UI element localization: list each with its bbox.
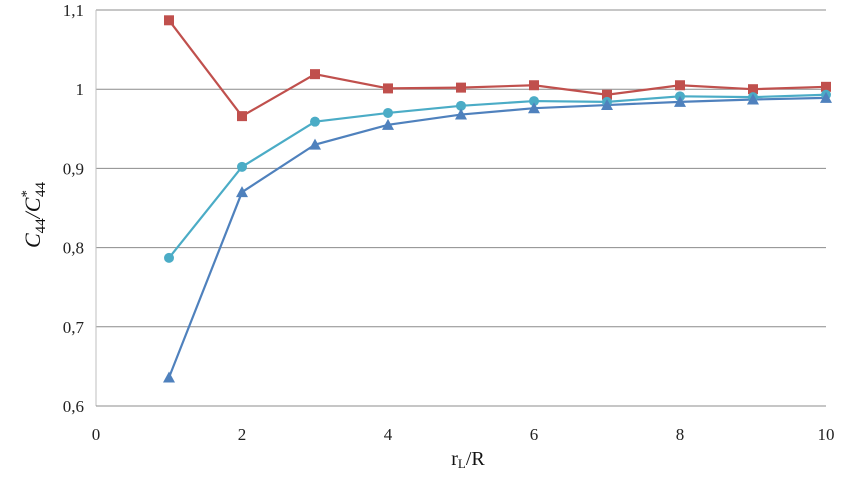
grid-lines <box>96 9 826 328</box>
data-point-triangle <box>674 95 686 107</box>
series-line-square <box>168 19 827 118</box>
data-point-triangle <box>455 108 467 120</box>
data-point-circle <box>237 161 247 172</box>
y-tick-label: 0,8 <box>63 239 84 258</box>
data-point-circle <box>529 96 539 107</box>
y-tick-labels: 0,6 0,7 0,8 0,9 1 1,1 <box>63 1 85 416</box>
series-group <box>163 15 832 383</box>
data-point-square <box>310 69 320 80</box>
x-tick-labels: 0 2 4 6 8 10 <box>92 425 835 444</box>
data-point-circle <box>310 116 320 127</box>
series-line-circle <box>168 93 827 259</box>
series-line-triangle <box>167 96 827 378</box>
data-point-triangle <box>528 102 540 114</box>
y-tick-label: 1,1 <box>63 1 84 20</box>
x-tick-label: 10 <box>818 425 835 444</box>
data-point-square <box>456 82 466 93</box>
data-point-circle <box>456 100 466 111</box>
data-point-triangle <box>382 118 394 130</box>
data-point-triangle <box>236 186 248 198</box>
y-tick-label: 0,6 <box>63 397 84 416</box>
y-tick-label: 1 <box>76 80 85 99</box>
x-tick-label: 0 <box>92 425 101 444</box>
x-tick-label: 2 <box>238 425 247 444</box>
data-point-triangle <box>601 99 613 111</box>
y-tick-label: 0,7 <box>63 318 85 337</box>
x-tick-label: 6 <box>530 425 539 444</box>
y-tick-label: 0,9 <box>63 159 84 178</box>
data-point-square <box>383 83 393 94</box>
data-point-triangle <box>820 91 832 103</box>
data-point-square <box>164 15 174 26</box>
data-point-square <box>675 80 685 91</box>
data-point-square <box>821 81 831 92</box>
x-axis-title: rL/R <box>451 448 485 471</box>
data-point-square <box>748 84 758 95</box>
data-point-square <box>602 89 612 100</box>
data-point-triangle <box>309 138 321 150</box>
data-point-square <box>237 111 247 122</box>
data-point-square <box>529 80 539 91</box>
data-point-triangle <box>163 371 175 383</box>
data-point-circle <box>383 107 393 118</box>
x-tick-label: 8 <box>676 425 685 444</box>
data-point-triangle <box>747 93 759 105</box>
x-tick-label: 4 <box>384 425 393 444</box>
data-point-circle <box>164 252 174 263</box>
y-axis-title: C44/C*44 <box>19 182 49 249</box>
